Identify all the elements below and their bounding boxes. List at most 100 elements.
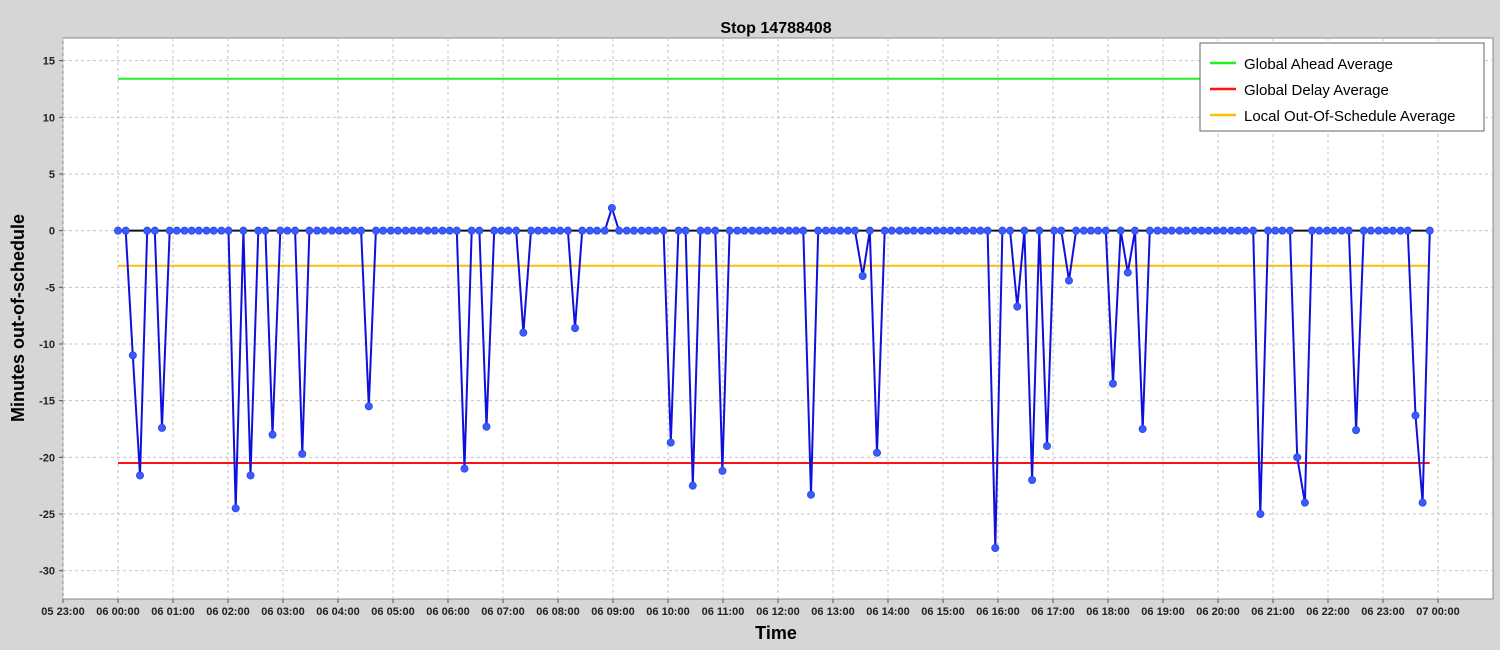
- x-tick-label: 07 00:00: [1416, 606, 1459, 618]
- data-point: [629, 226, 638, 235]
- data-point: [1013, 302, 1022, 311]
- data-point: [836, 226, 845, 235]
- data-point: [851, 226, 860, 235]
- x-tick-label: 06 05:00: [371, 606, 414, 618]
- data-point: [1123, 268, 1132, 277]
- data-point: [224, 226, 233, 235]
- data-point: [622, 226, 631, 235]
- data-point: [504, 226, 513, 235]
- data-point: [349, 226, 358, 235]
- x-tick-label: 06 13:00: [811, 606, 854, 618]
- data-point: [659, 226, 668, 235]
- data-point: [1020, 226, 1029, 235]
- data-point: [1190, 226, 1199, 235]
- data-point: [1057, 226, 1066, 235]
- data-point: [401, 226, 410, 235]
- data-point: [128, 351, 137, 360]
- data-point: [1153, 226, 1162, 235]
- data-point: [600, 226, 609, 235]
- data-point: [1315, 226, 1324, 235]
- data-point: [1403, 226, 1412, 235]
- x-tick-label: 06 23:00: [1361, 606, 1404, 618]
- data-point: [357, 226, 366, 235]
- y-tick-label: -25: [39, 509, 55, 521]
- data-point: [202, 226, 211, 235]
- data-point: [762, 226, 771, 235]
- data-point: [1219, 226, 1228, 235]
- x-tick-label: 06 04:00: [316, 606, 359, 618]
- data-point: [585, 226, 594, 235]
- data-point: [1293, 453, 1302, 462]
- data-point: [438, 226, 447, 235]
- x-tick-label: 06 08:00: [536, 606, 579, 618]
- data-point: [829, 226, 838, 235]
- data-point: [342, 226, 351, 235]
- data-point: [1006, 226, 1015, 235]
- data-point: [415, 226, 424, 235]
- data-point: [873, 448, 882, 457]
- data-point: [268, 430, 277, 439]
- y-tick-label: -20: [39, 452, 55, 464]
- data-point: [651, 226, 660, 235]
- data-point: [1197, 226, 1206, 235]
- data-point: [1352, 426, 1361, 435]
- data-point: [541, 226, 550, 235]
- y-tick-label: -15: [39, 396, 55, 408]
- data-point: [1094, 226, 1103, 235]
- x-tick-label: 06 06:00: [426, 606, 469, 618]
- data-point: [998, 226, 1007, 235]
- data-point: [386, 226, 395, 235]
- legend-label-global-delay: Global Delay Average: [1244, 82, 1389, 99]
- data-point: [1028, 475, 1037, 484]
- data-point: [276, 226, 285, 235]
- data-point: [157, 423, 166, 432]
- data-point: [1145, 226, 1154, 235]
- legend-box: [1199, 42, 1485, 132]
- y-tick-label: 15: [43, 56, 55, 68]
- data-point: [615, 226, 624, 235]
- data-point: [785, 226, 794, 235]
- data-point: [423, 226, 432, 235]
- data-point: [1241, 226, 1250, 235]
- data-point: [814, 226, 823, 235]
- x-tick-label: 06 15:00: [921, 606, 964, 618]
- data-point: [1359, 226, 1368, 235]
- data-point: [1374, 226, 1383, 235]
- data-point: [497, 226, 506, 235]
- data-point: [172, 226, 181, 235]
- data-point: [740, 226, 749, 235]
- data-point: [1212, 226, 1221, 235]
- data-point: [880, 226, 889, 235]
- data-point: [527, 226, 536, 235]
- data-point: [777, 226, 786, 235]
- x-axis-ticks: 05 23:00 06 00:00 06 01:00 06 02:00 06 03:00…: [41, 599, 1460, 618]
- data-point: [578, 226, 587, 235]
- data-point: [305, 226, 314, 235]
- data-point: [327, 226, 336, 235]
- x-tick-label: 05 23:00: [41, 606, 84, 618]
- data-point: [946, 226, 955, 235]
- data-point: [313, 226, 322, 235]
- data-point: [1330, 226, 1339, 235]
- data-point: [674, 226, 683, 235]
- legend-label-global-ahead: Global Ahead Average: [1244, 56, 1393, 73]
- data-point: [1271, 226, 1280, 235]
- x-tick-label: 06 11:00: [702, 606, 745, 618]
- data-point: [1079, 226, 1088, 235]
- data-point: [371, 226, 380, 235]
- data-point: [246, 471, 255, 480]
- y-tick-label: 0: [49, 226, 55, 238]
- data-point: [254, 226, 263, 235]
- data-point: [1050, 226, 1059, 235]
- data-point: [180, 226, 189, 235]
- x-tick-label: 06 02:00: [206, 606, 249, 618]
- data-point: [1256, 509, 1265, 518]
- data-point: [1116, 226, 1125, 235]
- x-tick-label: 06 03:00: [261, 606, 304, 618]
- data-point: [460, 464, 469, 473]
- data-point: [291, 226, 300, 235]
- x-tick-label: 06 01:00: [151, 606, 194, 618]
- data-point: [644, 226, 653, 235]
- x-tick-label: 06 12:00: [756, 606, 799, 618]
- data-point: [843, 226, 852, 235]
